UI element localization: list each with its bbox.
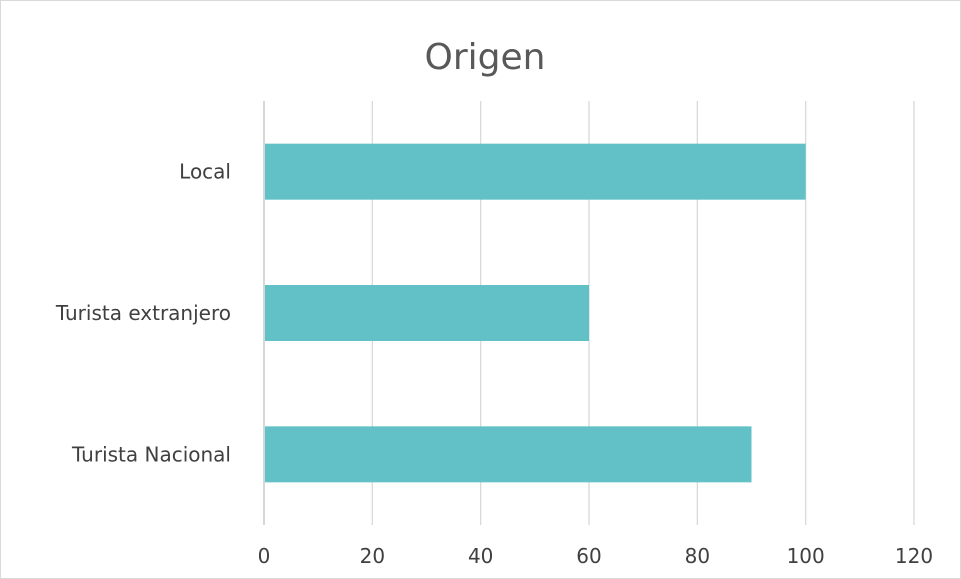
bar	[265, 143, 806, 200]
x-tick-label: 0	[258, 544, 271, 568]
chart-title: Origen	[425, 37, 546, 78]
x-tick-label: 120	[895, 544, 933, 568]
category-label: Local	[179, 160, 231, 184]
bars	[265, 143, 806, 483]
category-label: Turista extranjero	[55, 301, 231, 325]
category-label: Turista Nacional	[71, 442, 231, 466]
x-tick-label: 100	[787, 544, 825, 568]
bar	[265, 426, 752, 483]
x-tick-label: 40	[468, 544, 493, 568]
category-labels: Local Turista extranjero Turista Nacional	[55, 160, 231, 467]
x-tick-label: 60	[576, 544, 601, 568]
x-tick-label: 80	[685, 544, 710, 568]
x-tick-labels: 0 20 40 60 80 100 120	[258, 544, 933, 568]
x-tick-label: 20	[360, 544, 385, 568]
bar	[265, 285, 589, 341]
